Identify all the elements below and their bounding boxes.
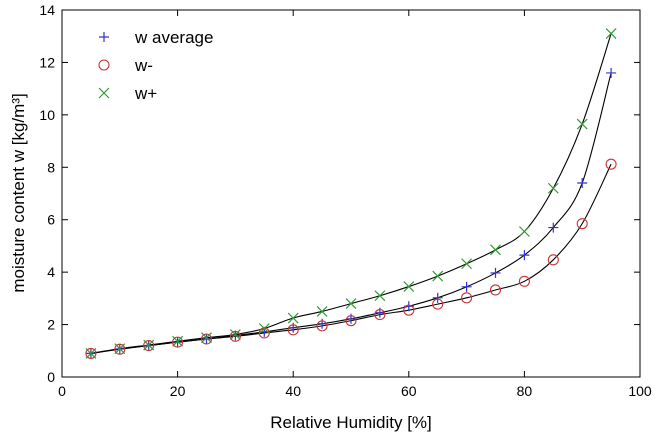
- data-point: [345, 298, 357, 310]
- legend-label: w average: [134, 28, 213, 47]
- data-point: [605, 158, 617, 170]
- data-point: [85, 347, 97, 359]
- data-point: [403, 304, 415, 316]
- data-point: [374, 290, 386, 302]
- data-point: [258, 323, 270, 334]
- legend-marker: [99, 32, 109, 42]
- data-point: [143, 339, 155, 352]
- data-point: [316, 306, 328, 317]
- data-point: [345, 315, 357, 327]
- data-point: [432, 270, 444, 282]
- data-point: [85, 347, 97, 359]
- data-point: [461, 258, 473, 270]
- data-point: [519, 250, 530, 261]
- data-point: [489, 284, 502, 296]
- data-point: [172, 336, 184, 348]
- x-tick-label: 80: [517, 383, 533, 399]
- axis-ticks: 0 20 40 60 80 100 0 2 4 6 8 10 12 14: [39, 2, 651, 399]
- data-point: [605, 28, 617, 40]
- x-tick-label: 60: [401, 383, 417, 399]
- data-point: [547, 254, 559, 266]
- x-tick-label: 40: [285, 383, 301, 399]
- data-point: [432, 298, 444, 310]
- data-point: [518, 275, 530, 287]
- data-point: [576, 118, 588, 130]
- data-point: [229, 329, 241, 340]
- data-point: [229, 330, 241, 342]
- data-point: [548, 222, 559, 233]
- data-point: [201, 333, 212, 344]
- data-point: [490, 244, 501, 256]
- legend-marker: [98, 87, 110, 99]
- data-point: [287, 312, 299, 324]
- data-point: [577, 178, 588, 189]
- data-markers: [85, 28, 617, 359]
- legend-marker: [98, 59, 110, 71]
- data-point: [490, 267, 501, 278]
- data-point: [374, 309, 386, 321]
- data-point: [201, 332, 212, 344]
- legend-label: w-: [134, 56, 153, 75]
- y-axis-label: moisture content w [kg/m³]: [9, 93, 28, 292]
- y-tick-label: 10: [39, 107, 55, 123]
- data-point: [432, 292, 443, 303]
- legend-label: w+: [134, 84, 157, 103]
- y-tick-label: 12: [39, 54, 55, 70]
- y-tick-label: 8: [47, 159, 55, 175]
- y-tick-label: 6: [47, 212, 55, 228]
- data-point: [287, 324, 299, 336]
- data-point: [461, 292, 473, 304]
- data-point: [606, 67, 617, 78]
- y-tick-label: 4: [47, 264, 55, 280]
- data-point: [576, 218, 588, 230]
- data-point: [461, 281, 472, 292]
- data-point: [172, 335, 184, 347]
- data-point: [518, 226, 530, 237]
- x-axis-label: Relative Humidity [%]: [270, 413, 432, 432]
- x-tick-label: 100: [628, 383, 652, 399]
- data-point: [143, 339, 155, 351]
- y-tick-label: 14: [39, 2, 55, 18]
- data-point: [230, 330, 241, 341]
- legend: w average w-w+: [98, 28, 213, 103]
- y-tick-label: 2: [47, 317, 55, 333]
- y-tick-label: 0: [47, 369, 55, 385]
- x-tick-label: 20: [170, 383, 186, 399]
- data-point: [114, 343, 126, 355]
- data-point: [316, 320, 328, 332]
- x-tick-label: 0: [58, 383, 66, 399]
- data-point: [403, 281, 415, 292]
- data-point: [547, 182, 559, 194]
- data-point: [200, 333, 213, 345]
- data-point: [114, 343, 126, 355]
